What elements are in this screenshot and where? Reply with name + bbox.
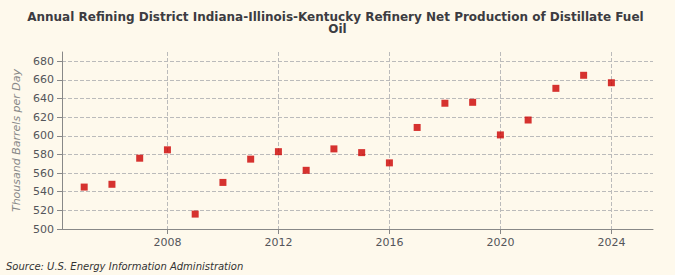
svg-text:2008: 2008 xyxy=(153,236,181,249)
svg-text:2012: 2012 xyxy=(264,236,292,249)
svg-text:2020: 2020 xyxy=(486,236,514,249)
svg-text:Annual Refining District India: Annual Refining District Indiana-Illinoi… xyxy=(27,10,648,24)
svg-text:520: 520 xyxy=(33,204,54,217)
svg-text:620: 620 xyxy=(33,111,54,124)
svg-text:Oil: Oil xyxy=(328,22,346,36)
svg-text:2024: 2024 xyxy=(597,236,625,249)
svg-text:2016: 2016 xyxy=(375,236,403,249)
svg-text:500: 500 xyxy=(33,223,54,236)
svg-text:Source: U.S. Energy Informatio: Source: U.S. Energy Information Administ… xyxy=(6,261,243,272)
svg-text:540: 540 xyxy=(33,185,54,198)
svg-text:580: 580 xyxy=(33,148,54,161)
svg-text:600: 600 xyxy=(33,129,54,142)
svg-text:640: 640 xyxy=(33,92,54,105)
svg-text:560: 560 xyxy=(33,167,54,180)
svg-text:660: 660 xyxy=(33,73,54,86)
svg-text:Thousand Barrels per Day: Thousand Barrels per Day xyxy=(10,68,23,212)
svg-text:680: 680 xyxy=(33,55,54,68)
